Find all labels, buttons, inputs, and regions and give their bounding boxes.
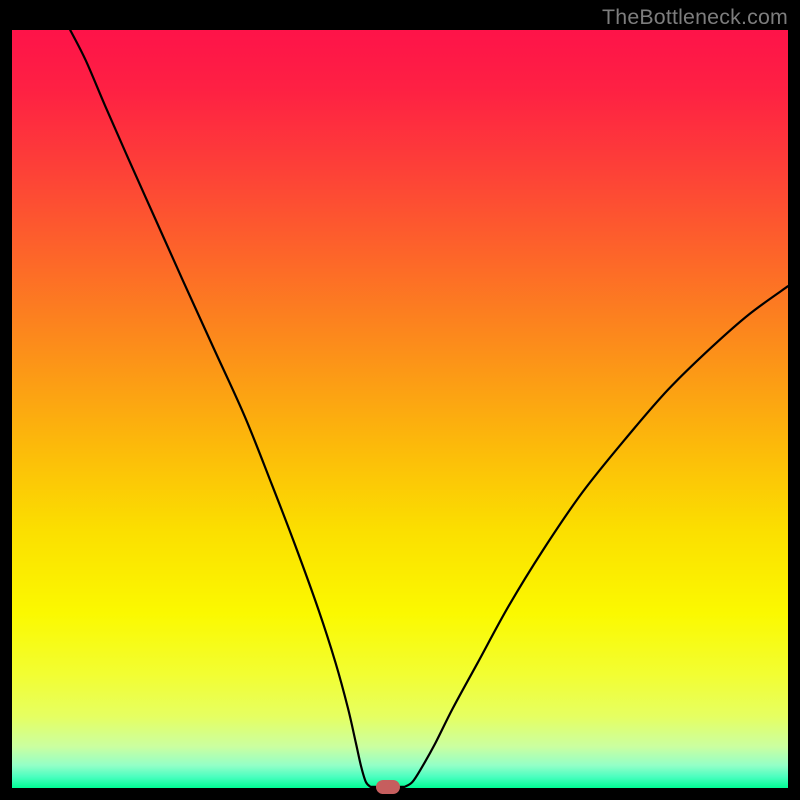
- outer-frame: TheBottleneck.com: [0, 0, 800, 800]
- optimum-marker: [376, 780, 400, 794]
- plot-area: [12, 30, 788, 788]
- gradient-background: [12, 30, 788, 788]
- watermark-text: TheBottleneck.com: [602, 5, 788, 30]
- chart-svg: [12, 30, 788, 788]
